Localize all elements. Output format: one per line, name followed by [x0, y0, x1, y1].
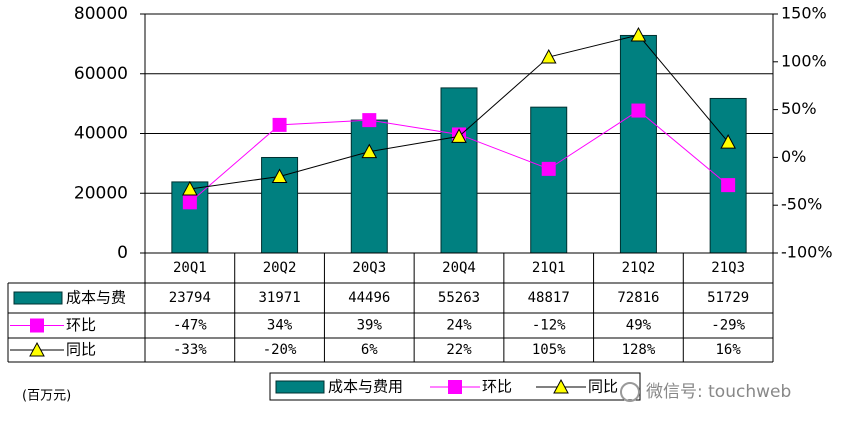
table-cell: 105%	[532, 342, 566, 358]
marker	[451, 128, 467, 143]
table-row-label: 同比	[66, 341, 96, 359]
x-tick-label: 21Q1	[532, 260, 566, 276]
table-cell: -29%	[711, 318, 745, 334]
table-cell: 31971	[258, 290, 300, 306]
table-row-label: 成本与费	[66, 289, 126, 307]
legend-icon	[29, 341, 45, 357]
legend-label: 同比	[588, 378, 618, 396]
y2-tick-label: 150%	[781, 4, 827, 23]
x-tick-label: 21Q3	[711, 260, 745, 276]
marker	[361, 143, 378, 159]
bar	[619, 34, 657, 254]
marker	[720, 134, 736, 149]
table-cell: 6%	[361, 342, 378, 358]
bar	[440, 87, 478, 254]
watermark-icon	[620, 382, 640, 402]
marker	[540, 48, 557, 64]
marker	[631, 103, 646, 118]
legend-label: 环比	[482, 378, 512, 396]
marker	[362, 113, 377, 128]
table-cell: 44496	[348, 290, 390, 306]
table-cell: 24%	[446, 318, 472, 334]
y2-tick-label: -100%	[781, 243, 833, 262]
table-cell: -47%	[173, 318, 207, 334]
marker	[272, 117, 287, 132]
table-cell: -12%	[532, 318, 566, 334]
y2-tick-label: 100%	[781, 51, 827, 70]
legend-icon	[275, 380, 325, 394]
unit-label: (百万元)	[22, 389, 71, 404]
marker	[182, 195, 197, 210]
marker	[630, 26, 647, 42]
table-cell: 49%	[626, 318, 652, 334]
bar	[530, 106, 568, 254]
bar	[350, 119, 388, 254]
y2-tick-label: 0%	[781, 147, 806, 166]
y-tick-label: 20000	[74, 183, 128, 203]
legend-icon	[448, 380, 462, 394]
x-tick-label: 20Q1	[173, 260, 207, 276]
y-tick-label: 60000	[74, 64, 128, 84]
y2-tick-label: 50%	[781, 99, 817, 118]
y2-tick-label: -50%	[781, 195, 822, 214]
table-cell: 34%	[267, 318, 293, 334]
table-cell: 51729	[707, 290, 749, 306]
watermark: 微信号: touchweb	[646, 382, 791, 402]
marker	[721, 178, 736, 193]
table-cell: -20%	[263, 342, 297, 358]
table-cell: 55263	[438, 290, 480, 306]
y-tick-label: 40000	[74, 124, 128, 144]
marker	[271, 168, 288, 184]
legend-label: 成本与费用	[328, 378, 403, 396]
table-cell: 16%	[715, 342, 741, 358]
table-cell: 48817	[528, 290, 570, 306]
legend-icon	[30, 318, 44, 333]
legend-icon	[553, 378, 569, 394]
x-tick-label: 20Q3	[352, 260, 386, 276]
legend-icon	[13, 291, 63, 305]
table-cell: 39%	[357, 318, 383, 334]
table-row-label: 环比	[66, 316, 96, 334]
y-tick-label: 0	[117, 243, 128, 263]
x-tick-label: 20Q4	[442, 260, 476, 276]
bar	[709, 97, 747, 254]
table-cell: 72816	[617, 290, 659, 306]
marker	[541, 161, 556, 176]
marker	[182, 180, 198, 196]
table-cell: 23794	[169, 290, 211, 306]
table-cell: 22%	[446, 342, 472, 358]
x-tick-label: 20Q2	[263, 260, 297, 276]
y-tick-label: 80000	[74, 4, 128, 24]
x-tick-label: 21Q2	[622, 260, 656, 276]
table-cell: 128%	[622, 342, 656, 358]
table-cell: -33%	[173, 342, 207, 358]
